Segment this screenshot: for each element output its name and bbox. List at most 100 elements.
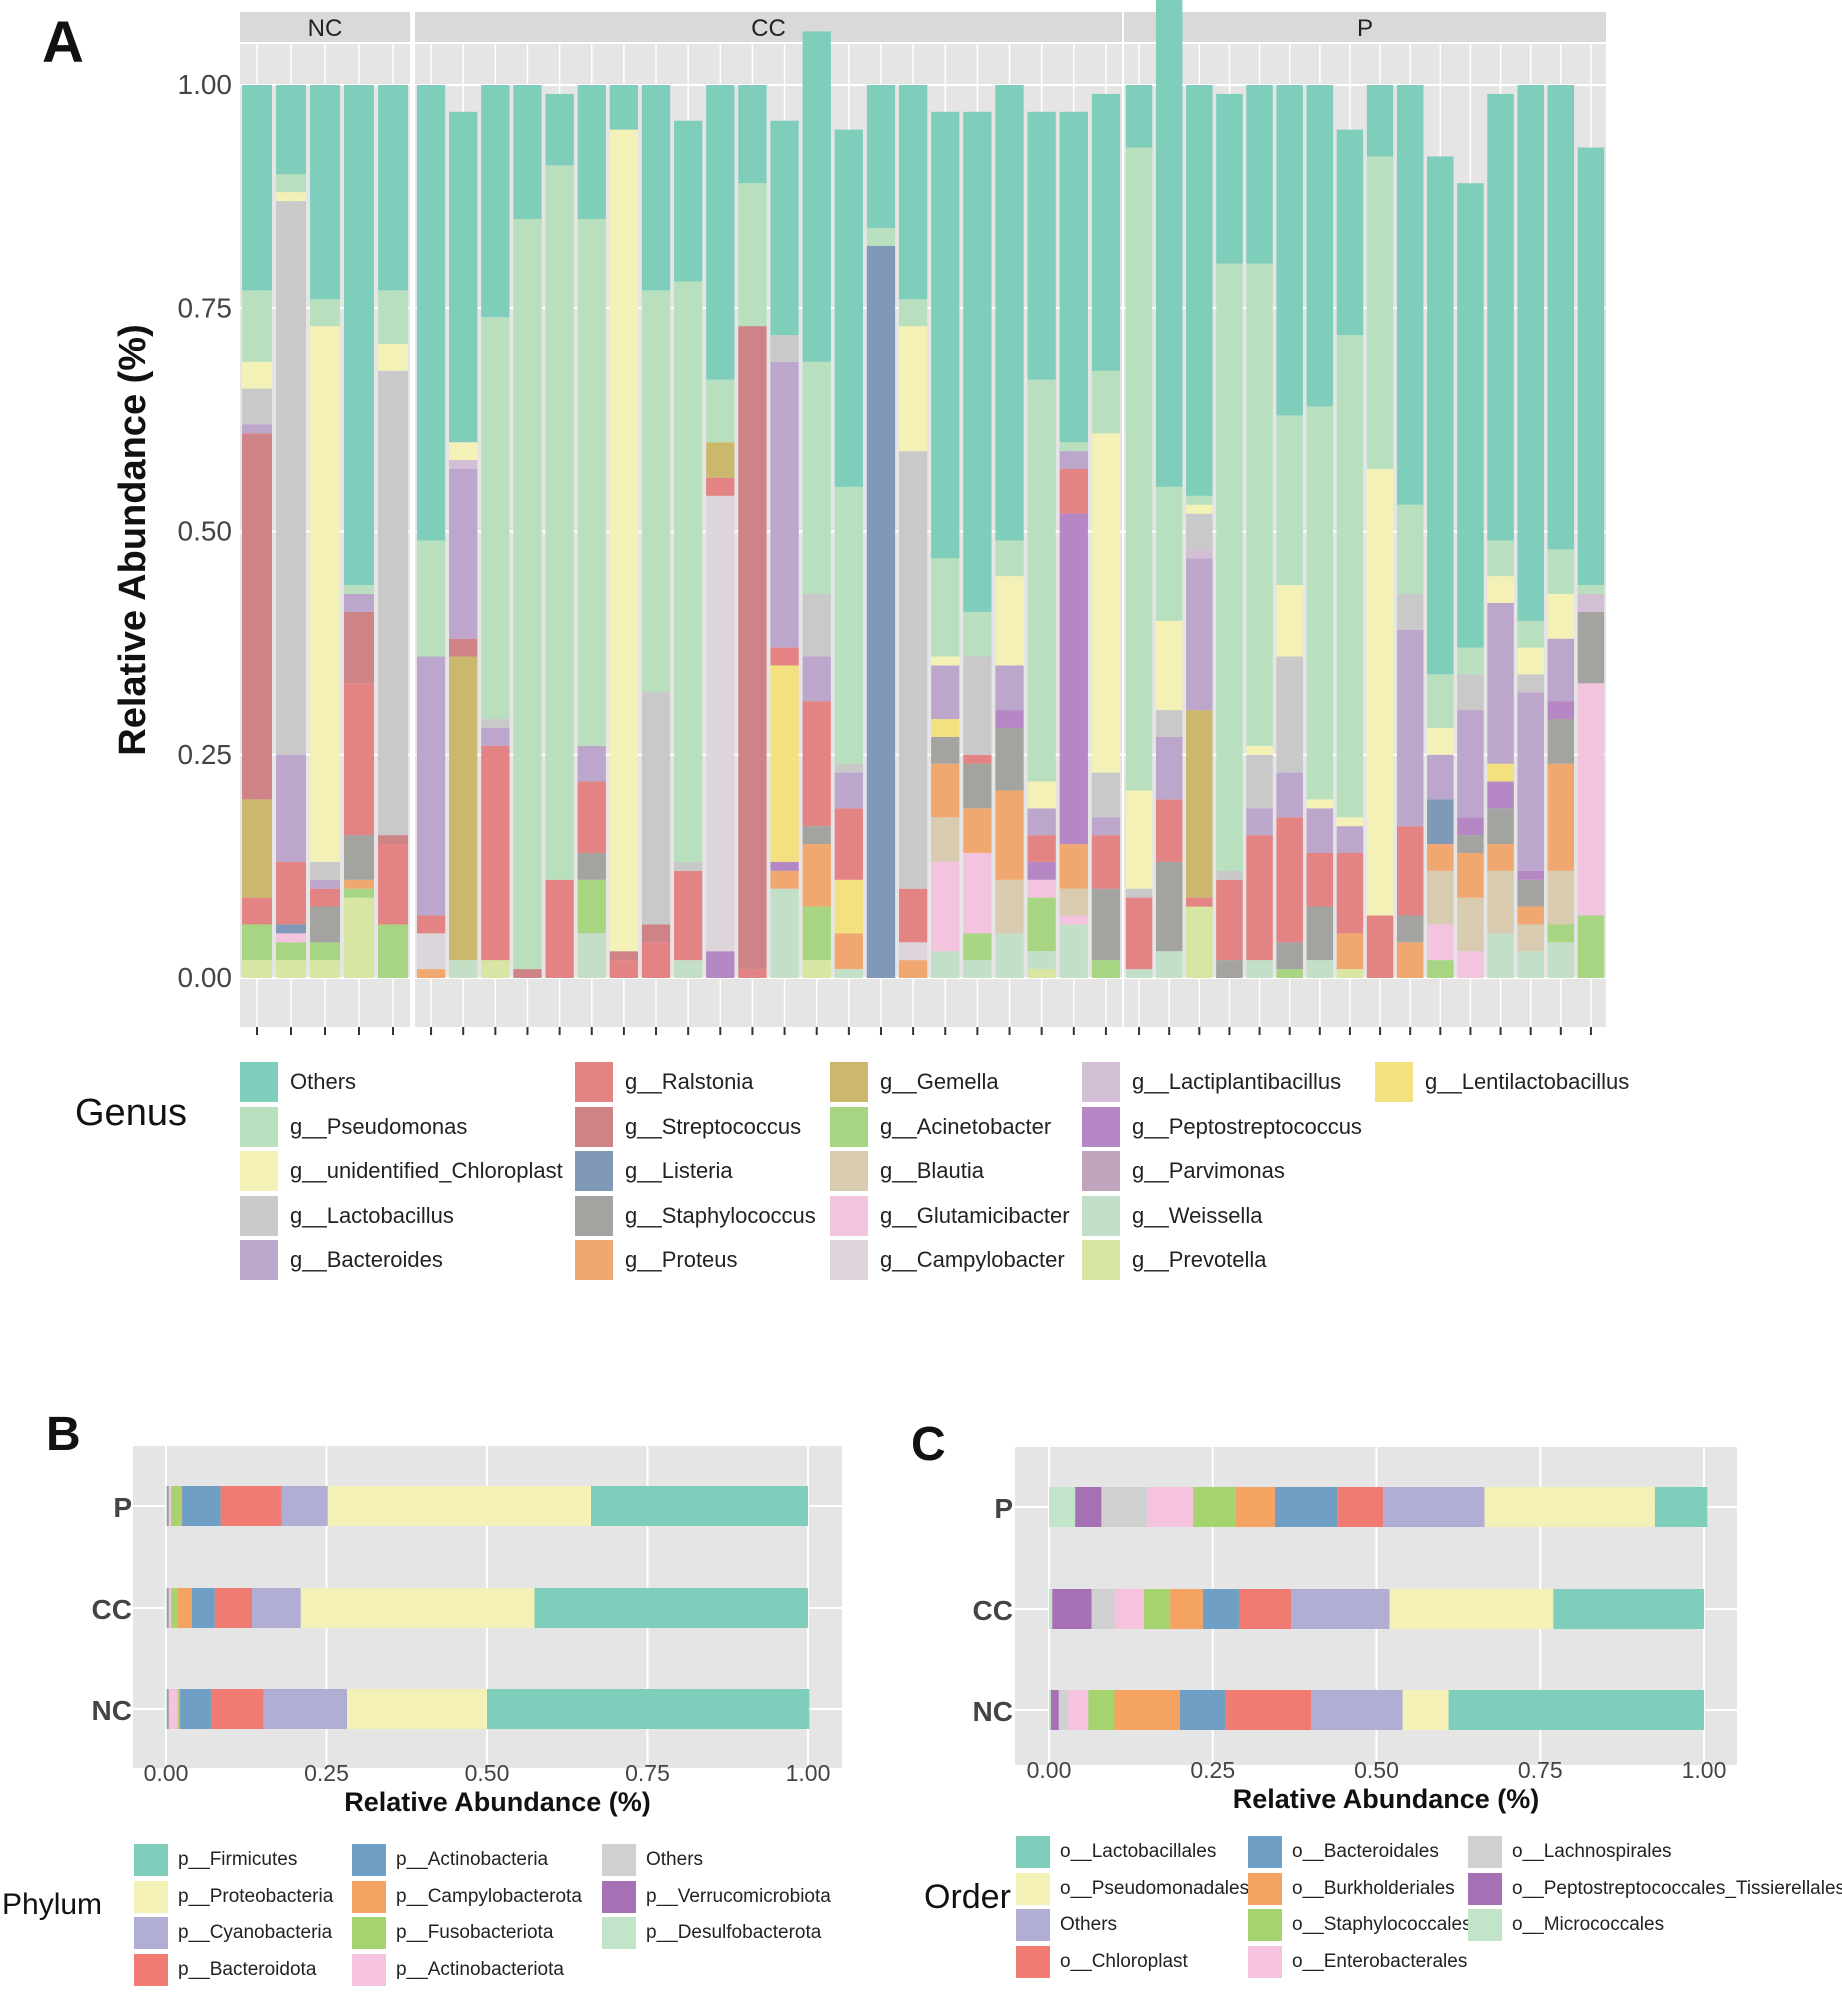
bar-segment-others [168, 1689, 170, 1729]
bar-segment-g-unidentified-chloroplast [276, 192, 306, 202]
legend-item-o-staphylococcales: o__Staphylococcales [1248, 1907, 1472, 1943]
bar-segment-g-ralstonia [577, 781, 606, 853]
bar-segment-o-enterobacterales [1147, 1487, 1194, 1527]
bar-segment-g-prevotella [1336, 969, 1364, 978]
bar-segment-g-peptostreptococcus [1517, 870, 1544, 880]
bar-segment-p-proteobacteria [327, 1486, 592, 1526]
bar-segment-p-campylobacterota [180, 1486, 183, 1526]
panel-a-chart: A NC CC P 0.00 0.25 0.50 0.75 1.00 Relative Abund… [42, 0, 1606, 1035]
bar-segment-g-bacteroides [1059, 451, 1088, 469]
bar-segment-g-bacteroides [1246, 808, 1273, 836]
bar-segment-p-proteobacteria [347, 1689, 487, 1729]
bar-segment-g-proteus [1547, 763, 1575, 871]
legend-swatch [602, 1917, 636, 1949]
legend-swatch [575, 1151, 613, 1191]
bar-segment-g-listeria [276, 924, 306, 934]
bar-segment-g-acinetobacter [1091, 960, 1121, 978]
bar-segment-o-chloroplast [1225, 1690, 1311, 1730]
legend-item-others: Others [1016, 1907, 1117, 1943]
bar-segment-g-pseudomonas [1276, 415, 1303, 586]
bar-segment-others [1155, 0, 1183, 487]
bar-segment-g-ralstonia [1336, 852, 1364, 934]
legend-label: p__Campylobacterota [396, 1885, 582, 1907]
bar-segment-o-pseudomonadales [1484, 1487, 1655, 1527]
bar-segment-g-pseudomonas [1547, 549, 1575, 595]
legend-swatch [830, 1151, 868, 1191]
legend-label: g__Lactobacillus [290, 1202, 454, 1228]
bar-segment-g-ralstonia [802, 701, 831, 827]
bar-segment-g-unidentified-chloroplast [1336, 817, 1364, 827]
legend-swatch [134, 1953, 168, 1986]
bar-segment-g-pseudomonas [1306, 406, 1334, 800]
legend-swatch [1016, 1872, 1050, 1905]
legend-label: p__Actinobacteriota [396, 1958, 564, 1980]
bar-segment-g-lactobacillus [641, 692, 671, 925]
bar-segment-o-bacteroidales [1274, 1487, 1338, 1527]
bar-segment-g-pseudomonas [276, 174, 306, 193]
bar-segment-g-glutamicibacter [1059, 915, 1088, 925]
legend-item-g-unidentified-chloroplast: g__unidentified_Chloroplast [240, 1149, 563, 1193]
bar-segment-g-lactobacillus [310, 861, 340, 880]
bar-segment-o-lachnospirales [1058, 1690, 1069, 1730]
legend-item-others: Others [602, 1842, 703, 1878]
bar-segment-g-unidentified-chloroplast [1186, 504, 1213, 514]
bar-segment-g-unidentified-chloroplast [1547, 594, 1575, 639]
bar-segment-g-pseudomonas [1186, 495, 1213, 505]
bar-segment-g-pseudomonas [577, 218, 606, 746]
legend-item-p-campylobacterota: p__Campylobacterota [352, 1879, 582, 1915]
bar-segment-g-bacteroides [1186, 558, 1213, 711]
legend-item-p-cyanobacteria: p__Cyanobacteria [134, 1915, 332, 1951]
genus-legend: Genus Others g__Pseudomonas g__unidentifie… [0, 1050, 1842, 1350]
bar-segment-p-cyanobacteria [263, 1689, 348, 1729]
bar-segment-g-proteus [1396, 942, 1424, 978]
bar-segment-g-pseudomonas [706, 379, 735, 443]
legend-swatch [1082, 1151, 1120, 1191]
bar-segment-others [1383, 1487, 1485, 1527]
bar-segment-g-glutamicibacter [1027, 879, 1056, 898]
x-tick-label: 0.50 [465, 1760, 510, 1786]
phylum-legend: Phylum p__Firmicutes p__Proteobacteria p__… [0, 1838, 900, 1994]
bar-segment-g-acinetobacter [276, 942, 306, 961]
bar-segment-others [1577, 147, 1605, 586]
bar-segment-others [1547, 85, 1575, 550]
bar-segment-o-staphylococcales [1088, 1690, 1115, 1730]
bar-segment-p-firmicutes [534, 1588, 808, 1628]
x-tick-label: 0.25 [304, 1760, 349, 1786]
legend-swatch [240, 1195, 278, 1236]
bar-segment-others [168, 1486, 170, 1526]
bar-segment-g-pseudomonas [898, 299, 928, 327]
bar-segment-others [1186, 85, 1213, 496]
legend-item-g-acinetobacter: g__Acinetobacter [830, 1105, 1051, 1149]
bar-segment-p-fusobacteriota [177, 1689, 179, 1729]
bar-segment-others [674, 120, 703, 282]
legend-item-g-campylobacter: g__Campylobacter [830, 1238, 1065, 1282]
category-label-p: P [994, 1493, 1013, 1524]
bar-segment-g-unidentified-chloroplast [1306, 799, 1334, 809]
x-tick-label: 0.75 [625, 1760, 670, 1786]
bar-segment-g-staphylococcus [1547, 719, 1575, 764]
bar-segment-g-gemella [706, 442, 735, 478]
facet-strip-nc [240, 12, 410, 42]
bar-segment-others [1517, 85, 1544, 621]
bar-segment-g-bacteroides [1276, 772, 1303, 818]
legend-item-p-bacteroidota: p__Bacteroidota [134, 1952, 316, 1988]
legend-label: p__Fusobacteriota [396, 1922, 554, 1943]
legend-label: g__Staphylococcus [625, 1202, 816, 1228]
bar-segment-g-weissella [577, 933, 606, 978]
legend-swatch [1248, 1909, 1282, 1941]
bar-segment-g-campylobacter [706, 495, 735, 952]
legend-label: Others [646, 1849, 704, 1870]
bar-segment-g-glutamicibacter [1457, 951, 1484, 978]
genus-legend-title: Genus [75, 1092, 187, 1134]
legend-swatch [602, 1844, 636, 1876]
bar-segment-g-ralstonia [1027, 835, 1056, 862]
category-label-nc: NC [92, 1695, 132, 1726]
bar-segment-g-pseudomonas [802, 361, 831, 595]
legend-label: g__Campylobacter [880, 1247, 1065, 1272]
bar-segment-g-staphylococcus [1216, 960, 1243, 978]
bar-segment-g-pseudomonas [310, 299, 340, 327]
bar-segment-p-actinobacteria [182, 1486, 221, 1526]
bar-segment-g-campylobacter [416, 933, 446, 970]
legend-label: o__Peptostreptococcales_Tissierellales [1512, 1877, 1842, 1899]
legend-label: o__Lactobacillales [1060, 1841, 1217, 1862]
